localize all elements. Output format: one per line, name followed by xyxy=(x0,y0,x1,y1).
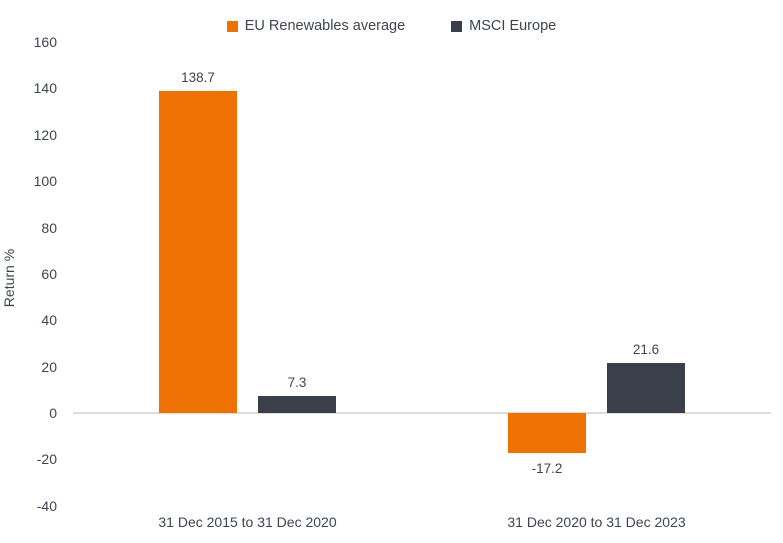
bar-eu-renewables-group1 xyxy=(159,91,237,413)
y-tick-label: 60 xyxy=(41,265,57,282)
chart-legend: EU Renewables average MSCI Europe xyxy=(0,18,783,34)
x-category-label: 31 Dec 2020 to 31 Dec 2023 xyxy=(507,514,686,530)
legend-label-msci-europe: MSCI Europe xyxy=(469,18,557,34)
bar-value-label: 7.3 xyxy=(287,375,307,391)
bar-eu-renewables-group2 xyxy=(508,413,586,453)
bar-msci-europe-group2 xyxy=(607,362,685,413)
y-tick-label: 20 xyxy=(41,358,57,375)
legend-item-msci-europe: MSCI Europe xyxy=(451,18,556,34)
legend-item-eu-renewables: EU Renewables average xyxy=(226,18,406,34)
y-tick-label: 140 xyxy=(33,80,57,97)
y-tick-label: 40 xyxy=(41,312,57,329)
y-tick-label: -20 xyxy=(36,451,57,468)
legend-swatch-msci-europe xyxy=(451,20,463,32)
bar-value-label: 138.7 xyxy=(181,70,215,86)
y-tick-label: 120 xyxy=(33,126,57,143)
bar-value-label: -17.2 xyxy=(531,460,563,476)
bar-msci-europe-group1 xyxy=(258,396,336,413)
y-tick-label: 80 xyxy=(41,219,57,236)
legend-label-eu-renewables: EU Renewables average xyxy=(244,18,406,34)
y-tick-label: -40 xyxy=(36,497,57,514)
y-tick-label: 160 xyxy=(33,34,57,50)
x-category-label: 31 Dec 2015 to 31 Dec 2020 xyxy=(158,514,337,530)
bar-value-label: 21.6 xyxy=(632,341,660,357)
zero-baseline xyxy=(73,412,771,414)
y-tick-label: 100 xyxy=(33,173,57,190)
legend-swatch-eu-renewables xyxy=(226,20,238,32)
y-tick-label: 0 xyxy=(49,405,57,421)
